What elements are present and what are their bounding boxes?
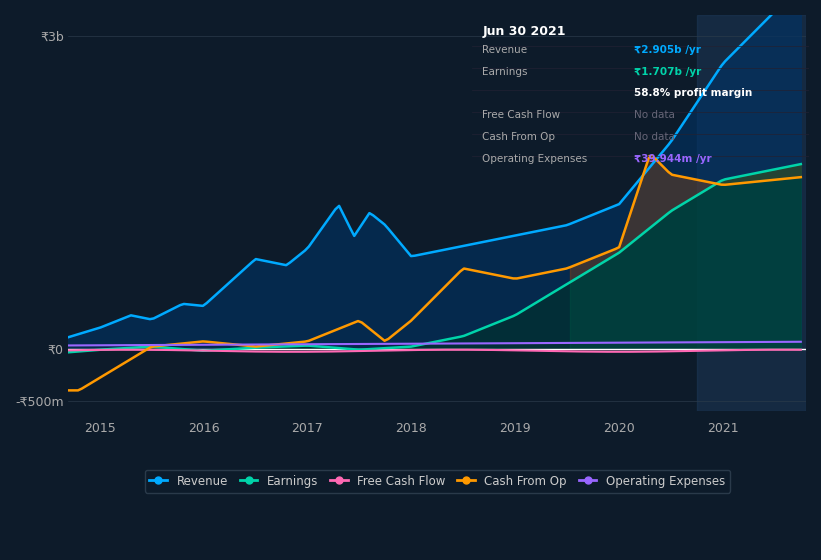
- Operating Expenses: [732, 339, 741, 346]
- Free Cash Flow: [777, 346, 787, 353]
- Cash From Op: [183, 339, 193, 346]
- Free Cash Flow: [762, 347, 772, 353]
- Cash From Op: [73, 387, 83, 394]
- Text: Revenue: Revenue: [482, 45, 527, 55]
- Free Cash Flow: [43, 347, 53, 354]
- Operating Expenses: [73, 342, 83, 349]
- Revenue: [732, 46, 741, 53]
- Text: 58.8% profit margin: 58.8% profit margin: [634, 88, 752, 99]
- Text: Jun 30 2021: Jun 30 2021: [482, 25, 566, 38]
- Text: ₹2.905b /yr: ₹2.905b /yr: [634, 45, 700, 55]
- Free Cash Flow: [73, 347, 83, 353]
- Operating Expenses: [43, 342, 53, 349]
- Earnings: [88, 347, 98, 353]
- Text: No data: No data: [634, 110, 675, 120]
- Text: Operating Expenses: Operating Expenses: [482, 154, 587, 164]
- Line: Revenue: Revenue: [48, 0, 800, 343]
- Free Cash Flow: [243, 348, 253, 355]
- Operating Expenses: [183, 342, 193, 348]
- Cash From Op: [43, 387, 53, 394]
- Free Cash Flow: [183, 347, 193, 354]
- Revenue: [183, 301, 193, 307]
- Cash From Op: [762, 177, 772, 184]
- Revenue: [758, 20, 768, 27]
- Cash From Op: [243, 343, 253, 349]
- Text: Free Cash Flow: Free Cash Flow: [482, 110, 560, 120]
- Cash From Op: [796, 174, 805, 180]
- Revenue: [73, 331, 83, 338]
- Cash From Op: [736, 180, 745, 186]
- Line: Operating Expenses: Operating Expenses: [48, 342, 800, 346]
- Text: ₹39.944m /yr: ₹39.944m /yr: [634, 154, 711, 164]
- Operating Expenses: [243, 341, 253, 348]
- Legend: Revenue, Earnings, Free Cash Flow, Cash From Op, Operating Expenses: Revenue, Earnings, Free Cash Flow, Cash …: [144, 470, 730, 492]
- Free Cash Flow: [614, 348, 624, 355]
- Free Cash Flow: [736, 347, 745, 353]
- Operating Expenses: [796, 338, 805, 345]
- Operating Expenses: [758, 339, 768, 346]
- Earnings: [758, 169, 768, 175]
- Line: Earnings: Earnings: [48, 164, 800, 354]
- Earnings: [732, 174, 741, 180]
- Free Cash Flow: [796, 347, 805, 353]
- Earnings: [73, 348, 83, 355]
- Earnings: [183, 346, 193, 353]
- Free Cash Flow: [88, 347, 98, 353]
- Revenue: [243, 262, 253, 269]
- Earnings: [243, 345, 253, 352]
- Text: No data: No data: [634, 132, 675, 142]
- Earnings: [796, 161, 805, 167]
- Text: ₹1.707b /yr: ₹1.707b /yr: [634, 67, 701, 77]
- Operating Expenses: [88, 342, 98, 349]
- Earnings: [43, 351, 53, 357]
- Line: Cash From Op: Cash From Op: [48, 156, 800, 390]
- Line: Free Cash Flow: Free Cash Flow: [48, 349, 800, 352]
- Revenue: [43, 340, 53, 347]
- Cash From Op: [88, 379, 98, 385]
- Text: Earnings: Earnings: [482, 67, 528, 77]
- Bar: [697, 15, 806, 411]
- Revenue: [88, 326, 98, 333]
- Text: Cash From Op: Cash From Op: [482, 132, 555, 142]
- Cash From Op: [644, 153, 654, 160]
